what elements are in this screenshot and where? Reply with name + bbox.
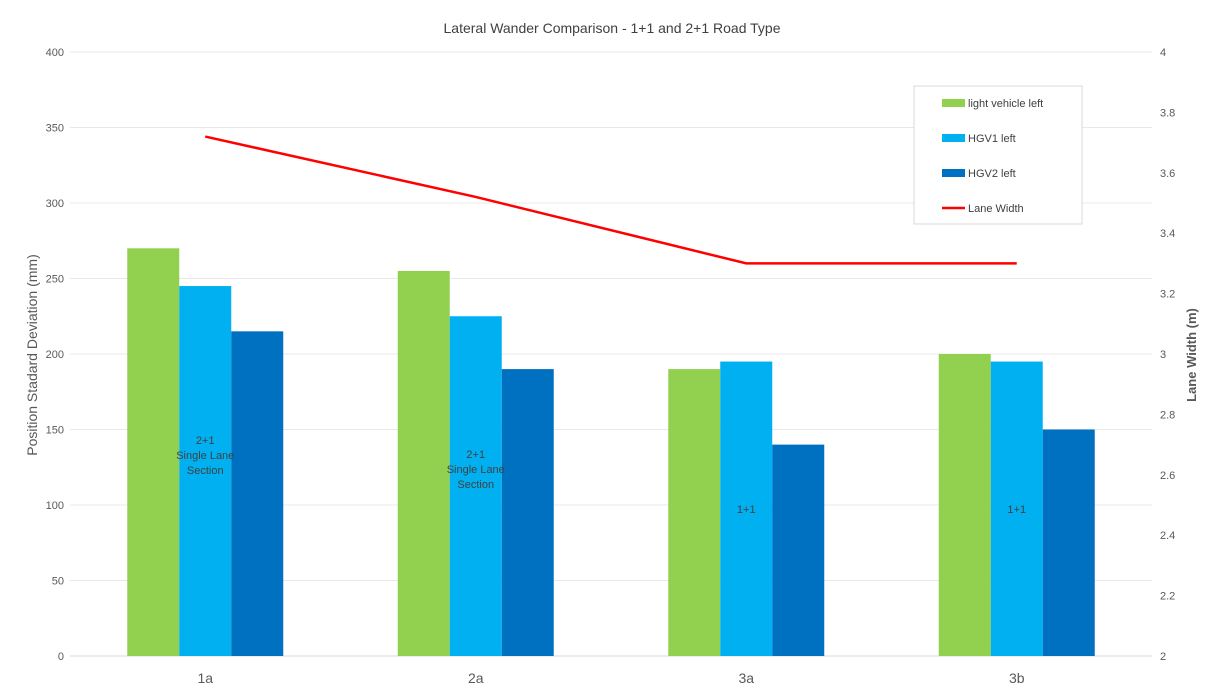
legend-swatch bbox=[942, 99, 965, 107]
x-tick-label: 1a bbox=[197, 670, 213, 686]
annotation-label: 2+1 bbox=[196, 435, 215, 447]
y-tick-label: 400 bbox=[46, 47, 64, 59]
legend-box bbox=[913, 85, 1083, 225]
legend: light vehicle left HGV1 left HGV2 left Lane… bbox=[913, 85, 1083, 225]
annotation-label: 2+1 bbox=[466, 449, 485, 461]
y-tick-label: 250 bbox=[46, 274, 64, 286]
bar-hgv1-left-1a bbox=[179, 286, 232, 656]
y2-tick-label: 3.4 bbox=[1160, 228, 1175, 240]
y-tick-label: 200 bbox=[46, 349, 64, 361]
bar-light-vehicle-left-1a bbox=[127, 248, 180, 657]
y2-axis-label: Lane Width (m) bbox=[1184, 308, 1199, 402]
y-tick-label: 350 bbox=[46, 123, 64, 135]
chart-title: Lateral Wander Comparison - 1+1 and 2+1 … bbox=[444, 20, 781, 36]
y-tick-label: 150 bbox=[46, 425, 64, 437]
annotation-label: Single Lane bbox=[447, 464, 505, 476]
primary-y-ticks: 0 50 100 150 200 250 300 350 400 bbox=[46, 47, 64, 663]
y2-tick-label: 2.8 bbox=[1160, 409, 1175, 421]
annotation-label: Single Lane bbox=[176, 450, 234, 462]
x-tick-label: 3a bbox=[738, 670, 754, 686]
y-axis-label: Position Stadard Deviation (mm) bbox=[24, 254, 40, 456]
bar-hgv2-left-3b bbox=[1042, 429, 1095, 656]
line-series-lane-width bbox=[204, 135, 1017, 265]
bar-light-vehicle-left-3a bbox=[668, 369, 721, 656]
annotation-label: 1+1 bbox=[737, 504, 756, 516]
bars bbox=[127, 248, 1095, 657]
y2-tick-label: 3.6 bbox=[1160, 168, 1175, 180]
y2-tick-label: 2 bbox=[1160, 651, 1166, 663]
y2-tick-label: 3.2 bbox=[1160, 289, 1175, 301]
x-ticks: 1a 2a 3a 3b bbox=[197, 670, 1024, 686]
bar-hgv2-left-1a bbox=[231, 331, 284, 656]
y2-tick-label: 2.6 bbox=[1160, 470, 1175, 482]
x-tick-label: 3b bbox=[1009, 670, 1025, 686]
y2-tick-label: 4 bbox=[1160, 47, 1166, 59]
bar-hgv2-left-3a bbox=[772, 444, 825, 656]
legend-swatch bbox=[942, 169, 965, 177]
bar-hgv1-left-2a bbox=[449, 316, 502, 656]
y-tick-label: 0 bbox=[58, 651, 64, 663]
secondary-y-ticks: 2 2.2 2.4 2.6 2.8 3 3.2 3.4 3.6 3.8 4 bbox=[1160, 47, 1175, 663]
legend-entry: HGV1 left bbox=[968, 133, 1016, 145]
legend-entry: Lane Width bbox=[968, 203, 1024, 215]
legend-entry: HGV2 left bbox=[968, 168, 1016, 180]
section-annotations: 2+1 Single Lane Section 2+1 Single Lane Secti… bbox=[176, 435, 1026, 516]
y-tick-label: 300 bbox=[46, 198, 64, 210]
y-tick-label: 50 bbox=[52, 576, 64, 588]
bar-hgv1-left-3b bbox=[990, 361, 1043, 656]
y2-tick-label: 2.4 bbox=[1160, 530, 1175, 542]
annotation-label: 1+1 bbox=[1007, 504, 1026, 516]
y-tick-label: 100 bbox=[46, 500, 64, 512]
legend-entry: light vehicle left bbox=[968, 98, 1043, 110]
bar-hgv1-left-3a bbox=[720, 361, 773, 656]
bar-hgv2-left-2a bbox=[501, 369, 554, 656]
x-tick-label: 2a bbox=[468, 670, 484, 686]
y2-tick-label: 2.2 bbox=[1160, 591, 1175, 603]
y2-tick-label: 3 bbox=[1160, 349, 1166, 361]
legend-swatch bbox=[942, 134, 965, 142]
y2-tick-label: 3.8 bbox=[1160, 107, 1175, 119]
bar-light-vehicle-left-2a bbox=[397, 270, 450, 656]
lane-width-line bbox=[204, 135, 1017, 265]
bar-light-vehicle-left-3b bbox=[938, 354, 991, 656]
annotation-label: Section bbox=[187, 465, 224, 477]
annotation-label: Section bbox=[457, 479, 494, 491]
